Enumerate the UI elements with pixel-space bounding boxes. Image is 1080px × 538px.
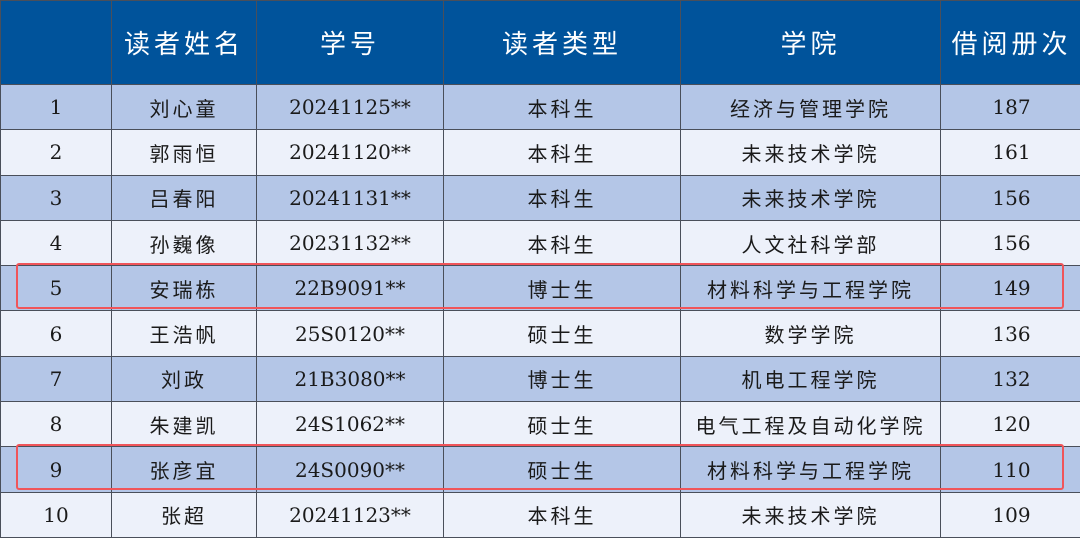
cell-rank: 3 [1, 175, 112, 220]
cell-rank: 9 [1, 447, 112, 492]
cell-college: 电气工程及自动化学院 [681, 402, 941, 447]
cell-reader-name: 孙巍像 [112, 220, 257, 265]
header-reader-type: 读者类型 [444, 1, 681, 85]
cell-reader-type: 硕士生 [444, 311, 681, 356]
cell-college: 未来技术学院 [681, 175, 941, 220]
cell-reader-name: 吕春阳 [112, 175, 257, 220]
cell-borrow-count: 187 [941, 85, 1080, 130]
cell-college: 材料科学与工程学院 [681, 266, 941, 311]
cell-reader-type: 博士生 [444, 266, 681, 311]
cell-reader-name: 张彦宜 [112, 447, 257, 492]
cell-rank: 6 [1, 311, 112, 356]
cell-student-id: 20231132** [257, 220, 444, 265]
cell-reader-type: 本科生 [444, 130, 681, 175]
cell-reader-name: 张超 [112, 492, 257, 537]
cell-student-id: 20241125** [257, 85, 444, 130]
cell-rank: 2 [1, 130, 112, 175]
cell-reader-name: 安瑞栋 [112, 266, 257, 311]
header-reader-name: 读者姓名 [112, 1, 257, 85]
cell-borrow-count: 120 [941, 402, 1080, 447]
cell-reader-type: 本科生 [444, 492, 681, 537]
cell-borrow-count: 149 [941, 266, 1080, 311]
cell-student-id: 21B3080** [257, 356, 444, 401]
cell-borrow-count: 132 [941, 356, 1080, 401]
cell-rank: 8 [1, 402, 112, 447]
cell-rank: 4 [1, 220, 112, 265]
cell-borrow-count: 161 [941, 130, 1080, 175]
cell-college: 经济与管理学院 [681, 85, 941, 130]
cell-borrow-count: 110 [941, 447, 1080, 492]
cell-reader-name: 郭雨恒 [112, 130, 257, 175]
cell-student-id: 20241123** [257, 492, 444, 537]
header-college: 学院 [681, 1, 941, 85]
header-rank [1, 1, 112, 85]
cell-college: 未来技术学院 [681, 492, 941, 537]
cell-reader-type: 本科生 [444, 85, 681, 130]
header-student-id: 学号 [257, 1, 444, 85]
cell-reader-name: 朱建凯 [112, 402, 257, 447]
cell-student-id: 25S0120** [257, 311, 444, 356]
cell-student-id: 24S0090** [257, 447, 444, 492]
cell-borrow-count: 156 [941, 220, 1080, 265]
cell-student-id: 20241131** [257, 175, 444, 220]
cell-borrow-count: 109 [941, 492, 1080, 537]
cell-rank: 1 [1, 85, 112, 130]
header-borrow-count: 借阅册次 [941, 1, 1080, 85]
cell-reader-name: 刘心童 [112, 85, 257, 130]
cell-reader-type: 博士生 [444, 356, 681, 401]
header-row: 读者姓名学号读者类型学院借阅册次 [1, 1, 1080, 85]
cell-rank: 7 [1, 356, 112, 401]
cell-borrow-count: 136 [941, 311, 1080, 356]
cell-reader-name: 王浩帆 [112, 311, 257, 356]
cell-college: 材料科学与工程学院 [681, 447, 941, 492]
cell-college: 人文社科学部 [681, 220, 941, 265]
cell-student-id: 22B9091** [257, 266, 444, 311]
cell-student-id: 24S1062** [257, 402, 444, 447]
cell-student-id: 20241120** [257, 130, 444, 175]
cell-rank: 5 [1, 266, 112, 311]
cell-reader-type: 本科生 [444, 220, 681, 265]
cell-borrow-count: 156 [941, 175, 1080, 220]
cell-reader-type: 本科生 [444, 175, 681, 220]
cell-reader-type: 硕士生 [444, 447, 681, 492]
cell-college: 数学学院 [681, 311, 941, 356]
cell-reader-name: 刘政 [112, 356, 257, 401]
cell-college: 未来技术学院 [681, 130, 941, 175]
cell-rank: 10 [1, 492, 112, 537]
cell-college: 机电工程学院 [681, 356, 941, 401]
cell-reader-type: 硕士生 [444, 402, 681, 447]
